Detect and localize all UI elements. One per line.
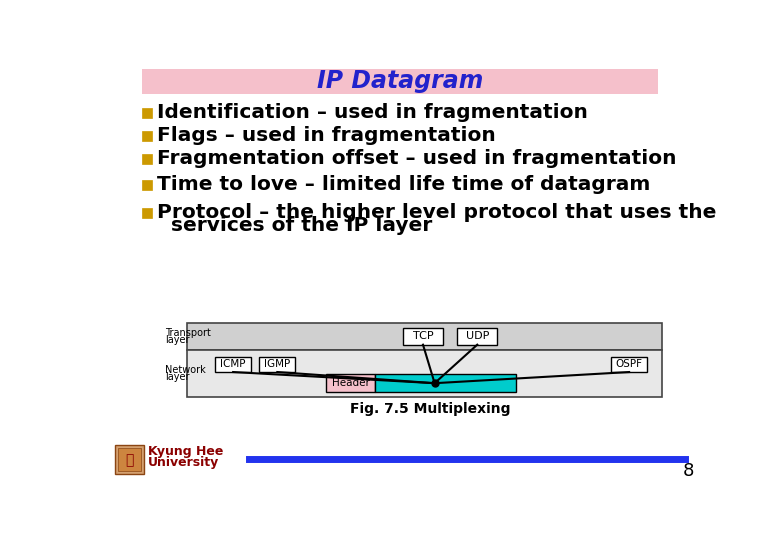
Bar <box>457 328 498 345</box>
Bar <box>115 445 144 475</box>
Text: IGMP: IGMP <box>264 359 290 369</box>
Bar <box>612 356 647 372</box>
Text: ICMP: ICMP <box>221 359 246 369</box>
Bar <box>215 356 251 372</box>
Bar <box>142 69 658 94</box>
Text: IP Datagram: IP Datagram <box>317 69 483 93</box>
Text: Identification – used in fragmentation: Identification – used in fragmentation <box>158 103 588 122</box>
Text: Network: Network <box>165 366 206 375</box>
Bar <box>326 374 375 392</box>
Text: 8: 8 <box>683 462 694 481</box>
Text: Transport: Transport <box>165 328 211 338</box>
Text: University: University <box>148 456 219 469</box>
Bar <box>142 154 152 164</box>
Text: Kyung Hee: Kyung Hee <box>148 445 223 458</box>
Bar <box>142 131 152 141</box>
Text: Time to love – limited life time of datagram: Time to love – limited life time of data… <box>158 174 651 194</box>
Bar <box>142 108 152 118</box>
Text: ⛪: ⛪ <box>125 453 133 467</box>
Text: layer: layer <box>165 373 190 382</box>
Text: services of the IP layer: services of the IP layer <box>171 216 432 235</box>
Text: OSPF: OSPF <box>615 359 643 369</box>
Text: layer: layer <box>165 335 190 345</box>
Text: UDP: UDP <box>466 331 489 341</box>
Text: Header: Header <box>332 378 370 388</box>
Bar <box>260 356 295 372</box>
Text: TCP: TCP <box>413 331 434 341</box>
Text: Fig. 7.5 Multiplexing: Fig. 7.5 Multiplexing <box>350 402 511 416</box>
Bar <box>186 350 661 397</box>
Bar <box>375 374 516 392</box>
Text: Flags – used in fragmentation: Flags – used in fragmentation <box>158 126 496 145</box>
Bar <box>142 208 152 218</box>
Text: Protocol – the higher level protocol that uses the: Protocol – the higher level protocol tha… <box>158 203 717 222</box>
Bar <box>118 448 141 471</box>
Bar <box>186 323 661 350</box>
Bar <box>402 328 443 345</box>
Text: Fragmentation offset – used in fragmentation: Fragmentation offset – used in fragmenta… <box>158 149 677 168</box>
Bar <box>142 179 152 190</box>
